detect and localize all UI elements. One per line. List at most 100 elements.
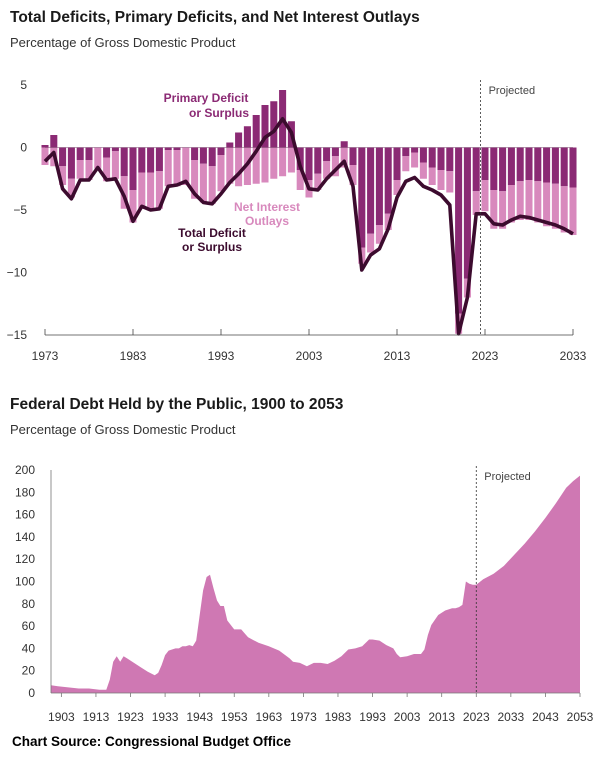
net-interest-bar: [76, 160, 84, 179]
x-tick-label: 2023: [472, 349, 499, 363]
net-interest-bar: [226, 147, 234, 184]
x-tick-label: 1913: [83, 710, 110, 724]
net-interest-bar: [67, 178, 75, 198]
primary-deficit-bar: [67, 147, 75, 179]
x-tick-label: 1993: [208, 349, 235, 363]
y-tick-label: 60: [22, 619, 36, 633]
net-interest-bar: [384, 213, 392, 230]
net-interest-bar: [191, 160, 199, 199]
deficits-chart: 1973 1983 1993 2003 2013 2023 2033 5 0 −5 −10 −15 Pr…: [7, 78, 587, 363]
y-tick-label: 0: [20, 141, 27, 155]
net-interest-bar: [419, 162, 427, 179]
primary-deficit-bar: [235, 132, 243, 148]
net-interest-bar: [270, 147, 278, 179]
primary-deficit-bar: [507, 147, 515, 185]
primary-deficit-bar: [305, 147, 313, 180]
x-tick-label: 2053: [567, 710, 594, 724]
x-tick-label: 2013: [428, 710, 455, 724]
y-tick-label: −10: [7, 266, 28, 280]
projected-label: Projected: [489, 85, 535, 97]
net-interest-bar: [569, 187, 577, 235]
primary-deficit-bar: [331, 147, 339, 157]
y-tick-label: 200: [15, 463, 35, 477]
primary-deficit-bar: [164, 147, 172, 150]
primary-deficit-bar: [296, 147, 304, 170]
primary-deficit-bar: [402, 147, 410, 157]
primary-deficit-bar: [525, 147, 533, 180]
net-interest-bar: [411, 152, 419, 168]
total-deficit-annotation: or Surplus: [182, 240, 242, 254]
x-tick-label: 1983: [325, 710, 352, 724]
chart-source: Chart Source: Congressional Budget Offic…: [12, 734, 292, 749]
x-tick-label: 2003: [296, 349, 323, 363]
debt-area: [51, 475, 580, 693]
net-interest-bar: [428, 167, 436, 185]
y-tick-label: 120: [15, 552, 35, 566]
x-tick-label: 2023: [463, 710, 490, 724]
net-interest-bar: [499, 191, 507, 229]
net-interest-bar: [111, 151, 119, 179]
net-interest-bar: [551, 183, 559, 229]
primary-deficit-bar: [76, 147, 84, 160]
primary-deficit-bar: [243, 126, 251, 148]
primary-deficit-bar: [472, 147, 480, 192]
primary-deficit-bar: [111, 147, 119, 152]
primary-deficit-bar: [191, 147, 199, 160]
primary-deficit-bar: [226, 142, 234, 148]
primary-deficit-bar: [59, 147, 67, 167]
primary-deficit-bar: [358, 147, 366, 248]
net-interest-bar: [323, 161, 331, 179]
net-interest-bar: [287, 147, 295, 173]
y-tick-label: 0: [28, 686, 35, 700]
net-interest-bar: [138, 172, 146, 209]
net-interest-bar: [94, 147, 102, 169]
chart1-title: Total Deficits, Primary Deficits, and Ne…: [10, 9, 420, 26]
net-interest-bar: [296, 170, 304, 190]
projected-label: Projected: [484, 471, 530, 483]
net-interest-bar: [199, 163, 207, 203]
net-interest-bar: [472, 191, 480, 215]
primary-deficit-bar: [138, 147, 146, 173]
primary-deficit-bar: [437, 147, 445, 170]
net-interest-bar: [208, 166, 216, 204]
primary-deficit-bar: [199, 147, 207, 164]
y-tick-label: 160: [15, 508, 35, 522]
net-interest-bar: [490, 190, 498, 229]
net-interest-bar: [147, 172, 155, 210]
primary-deficit-bar: [419, 147, 427, 163]
primary-deficit-bar: [375, 147, 383, 225]
primary-deficit-bar: [384, 147, 392, 214]
net-interest-bar: [367, 233, 375, 253]
primary-deficit-bar: [252, 115, 260, 148]
x-tick-label: 1973: [32, 349, 59, 363]
net-interest-bar: [182, 147, 190, 185]
net-interest-bar: [534, 181, 542, 223]
total-deficit-line: [43, 117, 574, 336]
net-interest-bar: [437, 170, 445, 190]
net-interest-bar: [340, 147, 348, 168]
net-interest-bar: [129, 190, 137, 223]
net-interest-bar: [85, 160, 93, 180]
primary-deficit-bar: [173, 147, 181, 150]
primary-deficit-bar: [543, 147, 551, 183]
net-interest-bar: [331, 156, 339, 177]
primary-deficit-bar: [367, 147, 375, 234]
x-tick-label: 1903: [48, 710, 75, 724]
primary-deficit-bar: [446, 147, 454, 172]
y-tick-label: 40: [22, 641, 36, 655]
net-interest-bar: [507, 185, 515, 223]
net-interest-bar: [393, 180, 401, 195]
net-interest-bar: [173, 150, 181, 187]
net-interest-bar: [235, 147, 243, 187]
y-tick-label: 80: [22, 597, 36, 611]
net-interest-bar: [59, 166, 67, 185]
y-tick-label: −5: [13, 203, 27, 217]
primary-deficit-bar: [499, 147, 507, 192]
y-tick-label: 100: [15, 575, 35, 589]
primary-deficit-bar: [314, 147, 322, 174]
primary-deficit-bar: [270, 101, 278, 148]
net-interest-bar: [375, 225, 383, 244]
net-interest-bar: [252, 147, 260, 184]
y-tick-label: 20: [22, 664, 36, 678]
